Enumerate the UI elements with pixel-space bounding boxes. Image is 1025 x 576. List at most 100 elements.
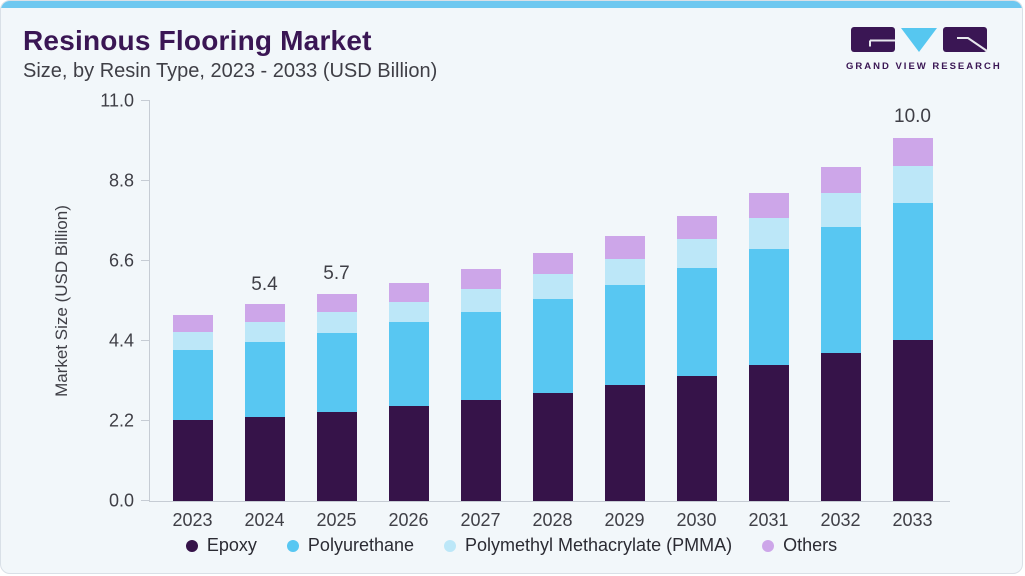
- bar-segment-2028-polyurethane[interactable]: [532, 298, 573, 393]
- bar-segment-2024-others[interactable]: [244, 303, 285, 322]
- x-tick-label-2027: 2027: [460, 510, 501, 530]
- bar-segment-2033-polymethyl-methacrylate-pmma[interactable]: [892, 166, 933, 204]
- y-tick-mark-0.0: [141, 500, 150, 501]
- bar-segment-2025-others[interactable]: [316, 294, 357, 312]
- y-tick-label-11.0: 11.0: [100, 90, 134, 111]
- legend-dot-others: [762, 539, 775, 552]
- y-tick-mark-4.4: [141, 340, 150, 341]
- bar-segment-2029-others[interactable]: [604, 235, 645, 260]
- x-tick-label-2032: 2032: [820, 510, 861, 530]
- x-tick-label-2024: 2024: [244, 510, 285, 530]
- bar-segment-2028-polymethyl-methacrylate-pmma[interactable]: [532, 274, 573, 299]
- bar-segment-2023-others[interactable]: [172, 315, 213, 333]
- legend-label-epoxy: Epoxy: [206, 535, 257, 555]
- bar-segment-2024-polymethyl-methacrylate-pmma[interactable]: [244, 321, 285, 343]
- bar-2023[interactable]: [172, 315, 213, 501]
- x-tick-label-2031: 2031: [748, 510, 789, 530]
- y-axis-title: Market Size (USD Billion): [52, 205, 71, 397]
- y-tick-label-8.8: 8.8: [108, 170, 134, 191]
- bar-segment-2026-epoxy[interactable]: [388, 406, 429, 501]
- bar-2027[interactable]: [460, 269, 501, 501]
- page-subtitle: Size, by Resin Type, 2023 - 2033 (USD Bi…: [23, 60, 438, 82]
- bar-segment-2031-polyurethane[interactable]: [748, 249, 789, 365]
- x-tick-label-2030: 2030: [676, 510, 717, 530]
- bar-2026[interactable]: [388, 282, 429, 501]
- x-tick-label-2026: 2026: [388, 510, 429, 530]
- bar-segment-2033-epoxy[interactable]: [892, 339, 933, 501]
- bar-2029[interactable]: [604, 235, 645, 501]
- legend-item-polyurethane[interactable]: Polyurethane: [286, 535, 414, 556]
- legend-item-polymethyl-methacrylate-pmma[interactable]: Polymethyl Methacrylate (PMMA): [444, 535, 732, 556]
- y-tick-label-0.0: 0.0: [108, 490, 134, 511]
- y-tick-label-6.6: 6.6: [108, 250, 134, 271]
- bar-2025[interactable]: [316, 294, 357, 501]
- legend-label-others: Others: [783, 535, 838, 555]
- bar-segment-2025-polyurethane[interactable]: [316, 333, 357, 412]
- bar-segment-2032-others[interactable]: [820, 167, 861, 194]
- bar-2033[interactable]: [892, 137, 933, 501]
- bar-segment-2029-polymethyl-methacrylate-pmma[interactable]: [604, 259, 645, 285]
- logo-wordmark: GRAND VIEW RESEARCH: [846, 61, 1002, 72]
- bar-segment-2028-others[interactable]: [532, 253, 573, 275]
- x-tick-label-2028: 2028: [532, 510, 573, 530]
- bar-segment-2028-epoxy[interactable]: [532, 392, 573, 501]
- bar-segment-2026-polyurethane[interactable]: [388, 322, 429, 407]
- top-accent-bar: [1, 1, 1022, 8]
- bar-segment-2032-epoxy[interactable]: [820, 353, 861, 501]
- page-title: Resinous Flooring Market: [23, 25, 372, 56]
- bar-segment-2027-others[interactable]: [460, 269, 501, 290]
- x-tick-label-2033: 2033: [892, 510, 933, 530]
- bar-segment-2031-epoxy[interactable]: [748, 365, 789, 501]
- bar-segment-2031-polymethyl-methacrylate-pmma[interactable]: [748, 218, 789, 249]
- bar-segment-2033-others[interactable]: [892, 137, 933, 167]
- bar-value-label-2024: 5.4: [251, 273, 278, 295]
- y-tick-mark-6.6: [141, 260, 150, 261]
- bar-value-label-2033: 10.0: [894, 106, 931, 128]
- bar-segment-2026-others[interactable]: [388, 282, 429, 302]
- bar-segment-2031-others[interactable]: [748, 192, 789, 219]
- legend-label-polyurethane: Polyurethane: [307, 535, 414, 555]
- bar-segment-2033-polyurethane[interactable]: [892, 203, 933, 340]
- bar-segment-2032-polymethyl-methacrylate-pmma[interactable]: [820, 193, 861, 228]
- y-tick-mark-8.8: [141, 180, 150, 181]
- legend-label-polymethyl-methacrylate-pmma: Polymethyl Methacrylate (PMMA): [465, 535, 733, 555]
- gvr-logo-icon: [851, 27, 988, 52]
- y-tick-mark-2.2: [141, 420, 150, 421]
- bar-segment-2024-polyurethane[interactable]: [244, 342, 285, 417]
- bar-segment-2030-polyurethane[interactable]: [676, 267, 717, 376]
- x-tick-label-2025: 2025: [316, 510, 357, 530]
- bar-2028[interactable]: [532, 253, 573, 501]
- bar-value-label-2025: 5.7: [323, 262, 350, 284]
- bar-2032[interactable]: [820, 167, 861, 501]
- y-tick-label-2.2: 2.2: [108, 410, 134, 431]
- bar-segment-2027-polymethyl-methacrylate-pmma[interactable]: [460, 289, 501, 312]
- x-tick-label-2023: 2023: [172, 510, 213, 530]
- bar-segment-2029-epoxy[interactable]: [604, 385, 645, 501]
- bar-segment-2030-epoxy[interactable]: [676, 375, 717, 501]
- bar-segment-2023-epoxy[interactable]: [172, 420, 213, 501]
- legend-item-epoxy[interactable]: Epoxy: [185, 535, 257, 556]
- bar-segment-2023-polymethyl-methacrylate-pmma[interactable]: [172, 332, 213, 351]
- bar-segment-2029-polyurethane[interactable]: [604, 284, 645, 385]
- bar-segment-2027-epoxy[interactable]: [460, 399, 501, 501]
- bar-segment-2025-epoxy[interactable]: [316, 411, 357, 501]
- grand-view-research-logo: GRAND VIEW RESEARCH: [846, 27, 1002, 72]
- bar-2031[interactable]: [748, 192, 789, 501]
- bar-segment-2024-epoxy[interactable]: [244, 416, 285, 501]
- bar-segment-2030-polymethyl-methacrylate-pmma[interactable]: [676, 239, 717, 268]
- bar-segment-2030-others[interactable]: [676, 215, 717, 240]
- bar-segment-2023-polyurethane[interactable]: [172, 350, 213, 421]
- bar-segment-2026-polymethyl-methacrylate-pmma[interactable]: [388, 301, 429, 323]
- plot-area: Market Size (USD Billion) 0.0 2.2 4.4 6.6 8.…: [52, 91, 950, 530]
- bar-segment-2025-polymethyl-methacrylate-pmma[interactable]: [316, 311, 357, 334]
- bar-2030[interactable]: [676, 215, 717, 501]
- y-tick-mark-11.0: [141, 100, 150, 101]
- legend: Epoxy Polyurethane Polymethyl Methacrylate…: [1, 535, 1022, 556]
- legend-item-others[interactable]: Others: [762, 535, 837, 556]
- legend-dot-epoxy: [185, 539, 198, 552]
- x-tick-label-2029: 2029: [604, 510, 645, 530]
- bar-segment-2027-polyurethane[interactable]: [460, 311, 501, 400]
- bar-2024[interactable]: [244, 303, 285, 501]
- bar-segment-2032-polyurethane[interactable]: [820, 227, 861, 353]
